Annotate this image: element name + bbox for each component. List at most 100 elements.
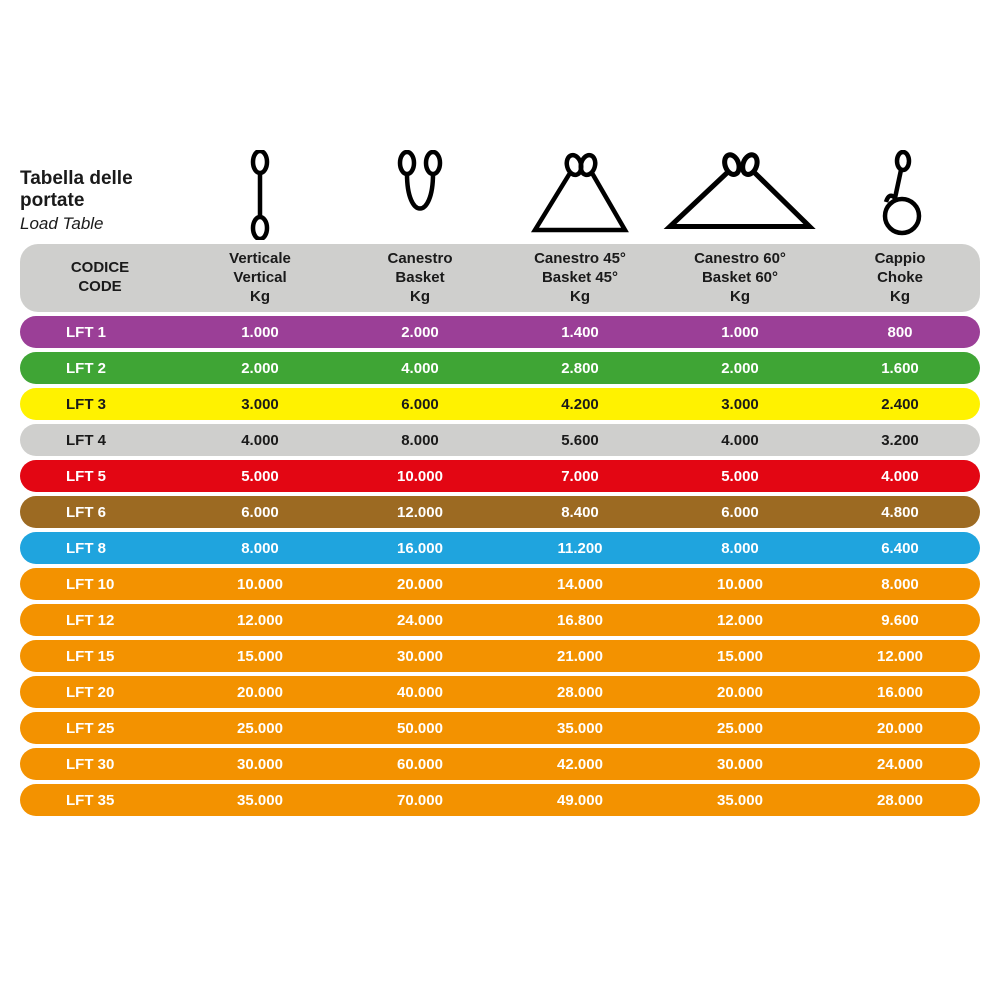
table-row: LFT 1515.00030.00021.00015.00012.000 [20,640,980,672]
value-cell: 9.600 [820,612,980,629]
value-cell: 5.000 [660,468,820,485]
code-cell: LFT 4 [20,432,180,449]
code-cell: LFT 20 [20,684,180,701]
value-cell: 20.000 [820,720,980,737]
code-cell: LFT 35 [20,792,180,809]
value-cell: 6.000 [180,504,340,521]
value-cell: 25.000 [660,720,820,737]
value-cell: 6.000 [660,504,820,521]
table-row: LFT 1212.00024.00016.80012.0009.600 [20,604,980,636]
title-main: Tabella delle portate [20,168,180,212]
table-row: LFT 2525.00050.00035.00025.00020.000 [20,712,980,744]
basket-icon [340,140,500,240]
vertical-icon [180,140,340,240]
code-cell: LFT 10 [20,576,180,593]
value-cell: 3.000 [660,396,820,413]
value-cell: 1.000 [180,324,340,341]
value-cell: 21.000 [500,648,660,665]
col-code-header: CODICE CODE [20,259,180,297]
value-cell: 35.000 [500,720,660,737]
code-cell: LFT 25 [20,720,180,737]
value-cell: 20.000 [180,684,340,701]
value-cell: 12.000 [180,612,340,629]
value-cell: 24.000 [820,756,980,773]
table-row: LFT 11.0002.0001.4001.000800 [20,316,980,348]
value-cell: 2.000 [340,324,500,341]
value-cell: 30.000 [180,756,340,773]
value-cell: 16.000 [820,684,980,701]
col-basket45-header: Canestro 45° Basket 45° Kg [500,250,660,306]
col-basket-header: Canestro Basket Kg [340,250,500,306]
value-cell: 8.400 [500,504,660,521]
value-cell: 40.000 [340,684,500,701]
value-cell: 6.000 [340,396,500,413]
table-row: LFT 2020.00040.00028.00020.00016.000 [20,676,980,708]
value-cell: 60.000 [340,756,500,773]
col-basket60-header: Canestro 60° Basket 60° Kg [660,250,820,306]
value-cell: 50.000 [340,720,500,737]
choke-icon [820,140,980,240]
value-cell: 4.000 [340,360,500,377]
code-cell: LFT 2 [20,360,180,377]
table-row: LFT 88.00016.00011.2008.0006.400 [20,532,980,564]
value-cell: 2.000 [660,360,820,377]
col-vertical-header: Verticale Vertical Kg [180,250,340,306]
table-row: LFT 3535.00070.00049.00035.00028.000 [20,784,980,816]
value-cell: 35.000 [660,792,820,809]
value-cell: 1.600 [820,360,980,377]
value-cell: 16.800 [500,612,660,629]
table-row: LFT 44.0008.0005.6004.0003.200 [20,424,980,456]
basket60-icon [660,140,820,240]
value-cell: 8.000 [180,540,340,557]
code-cell: LFT 5 [20,468,180,485]
table-row: LFT 3030.00060.00042.00030.00024.000 [20,748,980,780]
code-cell: LFT 6 [20,504,180,521]
value-cell: 8.000 [660,540,820,557]
value-cell: 20.000 [340,576,500,593]
value-cell: 12.000 [820,648,980,665]
table-row: LFT 1010.00020.00014.00010.0008.000 [20,568,980,600]
table-body: LFT 11.0002.0001.4001.000800LFT 22.0004.… [20,316,980,816]
code-cell: LFT 15 [20,648,180,665]
table-row: LFT 55.00010.0007.0005.0004.000 [20,460,980,492]
table-row: LFT 66.00012.0008.4006.0004.800 [20,496,980,528]
value-cell: 16.000 [340,540,500,557]
basket45-icon [500,140,660,240]
value-cell: 28.000 [500,684,660,701]
value-cell: 4.800 [820,504,980,521]
value-cell: 2.000 [180,360,340,377]
value-cell: 12.000 [660,612,820,629]
col-choke-header: Cappio Choke Kg [820,250,980,306]
value-cell: 10.000 [660,576,820,593]
code-cell: LFT 1 [20,324,180,341]
value-cell: 1.000 [660,324,820,341]
title-sub: Load Table [20,214,180,234]
value-cell: 5.000 [180,468,340,485]
value-cell: 3.000 [180,396,340,413]
value-cell: 4.000 [660,432,820,449]
value-cell: 11.200 [500,540,660,557]
value-cell: 1.400 [500,324,660,341]
value-cell: 6.400 [820,540,980,557]
value-cell: 30.000 [660,756,820,773]
value-cell: 35.000 [180,792,340,809]
table-row: LFT 33.0006.0004.2003.0002.400 [20,388,980,420]
column-header-row: CODICE CODE Verticale Vertical Kg Canest… [20,244,980,312]
code-cell: LFT 3 [20,396,180,413]
value-cell: 15.000 [660,648,820,665]
value-cell: 5.600 [500,432,660,449]
value-cell: 3.200 [820,432,980,449]
value-cell: 2.800 [500,360,660,377]
value-cell: 4.000 [180,432,340,449]
value-cell: 8.000 [820,576,980,593]
value-cell: 8.000 [340,432,500,449]
value-cell: 42.000 [500,756,660,773]
value-cell: 20.000 [660,684,820,701]
value-cell: 30.000 [340,648,500,665]
value-cell: 2.400 [820,396,980,413]
value-cell: 800 [820,324,980,341]
value-cell: 15.000 [180,648,340,665]
table-title: Tabella delle portate Load Table [20,168,180,234]
value-cell: 12.000 [340,504,500,521]
value-cell: 28.000 [820,792,980,809]
